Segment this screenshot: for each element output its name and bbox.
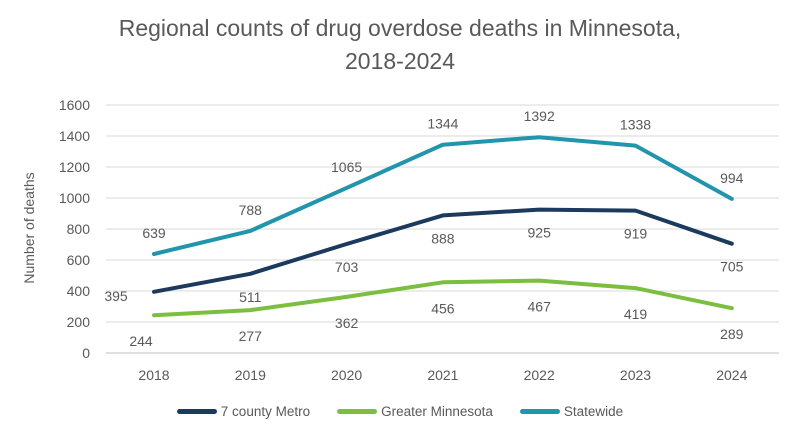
data-label-7-county-metro-2024: 705 <box>720 259 744 275</box>
legend-swatch-statewide <box>519 409 560 414</box>
y-axis-tick-label: 1600 <box>59 97 90 113</box>
y-axis-tick-label: 1000 <box>59 190 90 206</box>
data-label-7-county-metro-2019: 511 <box>239 289 262 305</box>
data-label-greater-minnesota-2019: 277 <box>239 328 263 344</box>
legend-swatch-7-county-metro <box>176 409 217 414</box>
data-label-statewide-2023: 1338 <box>620 117 651 133</box>
data-label-statewide-2024: 994 <box>720 170 744 186</box>
page-title: Regional counts of drug overdose deaths … <box>118 15 682 74</box>
series-line-statewide <box>152 135 734 256</box>
data-label-greater-minnesota-2020: 362 <box>335 315 359 331</box>
series-line-greater-minnesota <box>152 278 734 318</box>
y-axis-tick-label: 600 <box>67 252 91 268</box>
y-axis-tick-label: 400 <box>67 283 91 299</box>
x-axis-tick-label: 2024 <box>716 367 747 383</box>
chart-legend: 7 county Metro Greater Minnesota Statewi… <box>0 404 800 419</box>
data-label-statewide-2018: 639 <box>142 225 166 241</box>
data-label-statewide-2021: 1344 <box>427 116 458 132</box>
x-axis-tick-label: 2021 <box>427 367 458 383</box>
x-axis-tick-label: 2019 <box>235 367 266 383</box>
data-label-7-county-metro-2021: 888 <box>431 230 455 246</box>
x-axis-tick-label: 2023 <box>620 367 651 383</box>
legend-label-7-county-metro: 7 county Metro <box>220 404 311 419</box>
data-label-7-county-metro-2018: 395 <box>104 288 128 304</box>
data-label-greater-minnesota-2024: 289 <box>720 326 744 342</box>
legend-item-7-county-metro: 7 county Metro <box>176 404 311 419</box>
data-label-7-county-metro-2020: 703 <box>335 259 359 275</box>
y-axis-tick-label: 0 <box>82 345 90 361</box>
data-label-statewide-2019: 788 <box>239 202 263 218</box>
y-axis-title: Number of deaths <box>21 172 37 283</box>
data-label-greater-minnesota-2022: 467 <box>528 299 552 315</box>
data-label-greater-minnesota-2018: 244 <box>129 333 153 349</box>
data-label-7-county-metro-2023: 919 <box>624 226 648 242</box>
legend-item-greater-minnesota: Greater Minnesota <box>337 404 493 419</box>
data-label-7-county-metro-2022: 925 <box>528 225 552 241</box>
x-axis-tick-label: 2020 <box>331 367 362 383</box>
data-label-statewide-2020: 1065 <box>331 159 362 175</box>
data-label-greater-minnesota-2021: 456 <box>431 300 455 316</box>
x-axis-tick-label: 2018 <box>138 367 169 383</box>
series-line-7-county-metro <box>152 207 734 294</box>
data-label-statewide-2022: 1392 <box>524 108 555 124</box>
y-axis-tick-label: 1400 <box>59 128 90 144</box>
data-label-greater-minnesota-2023: 419 <box>624 306 648 322</box>
chart-title-wrap: Regional counts of drug overdose deaths … <box>0 12 800 78</box>
legend-label-statewide: Statewide <box>563 404 624 419</box>
y-axis-tick-label: 800 <box>67 221 91 237</box>
legend-item-statewide: Statewide <box>519 404 624 419</box>
x-axis-tick-label: 2022 <box>524 367 555 383</box>
y-axis-tick-label: 200 <box>67 314 91 330</box>
legend-label-greater-minnesota: Greater Minnesota <box>381 404 493 419</box>
legend-swatch-greater-minnesota <box>337 409 378 414</box>
y-axis-tick-label: 1200 <box>59 159 90 175</box>
